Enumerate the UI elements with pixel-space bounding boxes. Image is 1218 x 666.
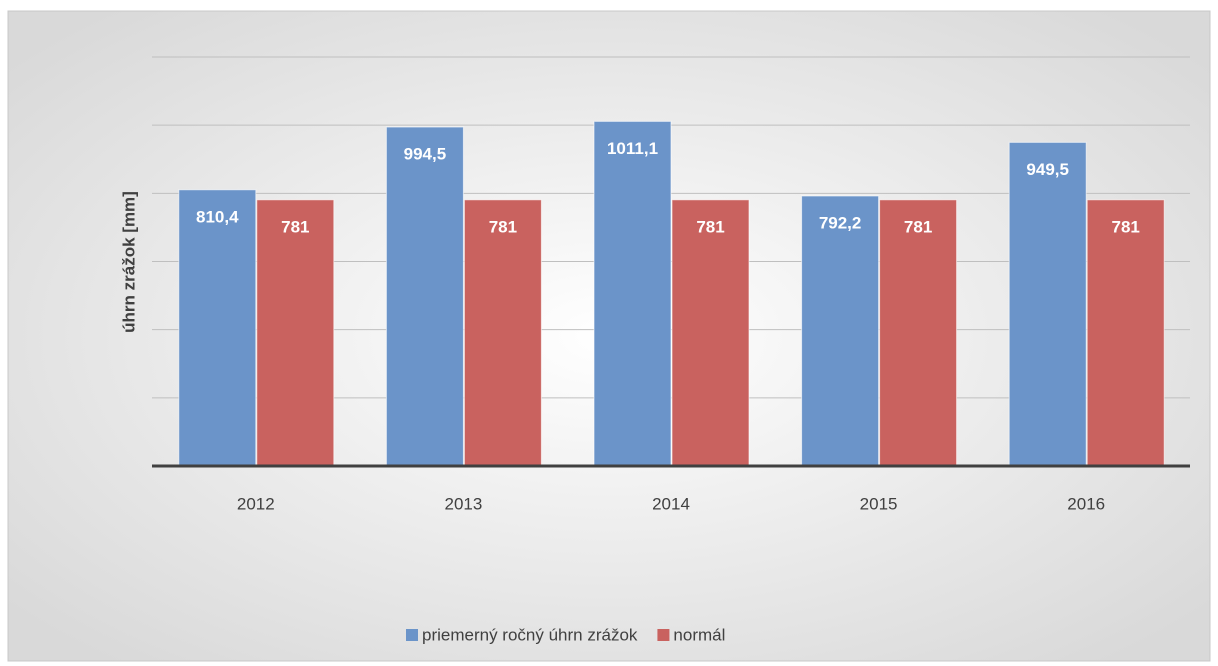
- data-label: 781: [904, 217, 932, 236]
- x-tick-label: 2012: [237, 494, 275, 513]
- bar: [671, 199, 750, 467]
- data-label: 792,2: [819, 213, 862, 232]
- y-axis-label: úhrn zrážok [mm]: [119, 191, 138, 333]
- data-label: 781: [281, 217, 309, 236]
- bar: [879, 199, 958, 467]
- bar: [385, 126, 464, 467]
- legend-label: priemerný ročný úhrn zrážok: [422, 625, 638, 644]
- legend-swatch: [657, 629, 670, 641]
- data-label: 1011,1: [607, 139, 658, 158]
- x-tick-label: 2015: [860, 494, 898, 513]
- data-label: 781: [489, 217, 517, 236]
- data-label: 994,5: [404, 145, 447, 164]
- data-label: 810,4: [196, 207, 239, 226]
- legend-label: normál: [673, 625, 725, 644]
- bar: [256, 199, 335, 467]
- bar: [463, 199, 542, 467]
- bar: [178, 189, 257, 467]
- x-tick-label: 2016: [1067, 494, 1105, 513]
- bar: [1008, 141, 1087, 467]
- data-label: 781: [696, 217, 724, 236]
- legend-swatch: [406, 629, 418, 641]
- x-tick-label: 2013: [444, 494, 482, 513]
- data-label: 781: [1112, 217, 1140, 236]
- bar: [1086, 199, 1165, 467]
- bar: [593, 120, 672, 467]
- x-tick-label: 2014: [652, 494, 690, 513]
- bar: [801, 195, 880, 467]
- data-label: 949,5: [1026, 160, 1069, 179]
